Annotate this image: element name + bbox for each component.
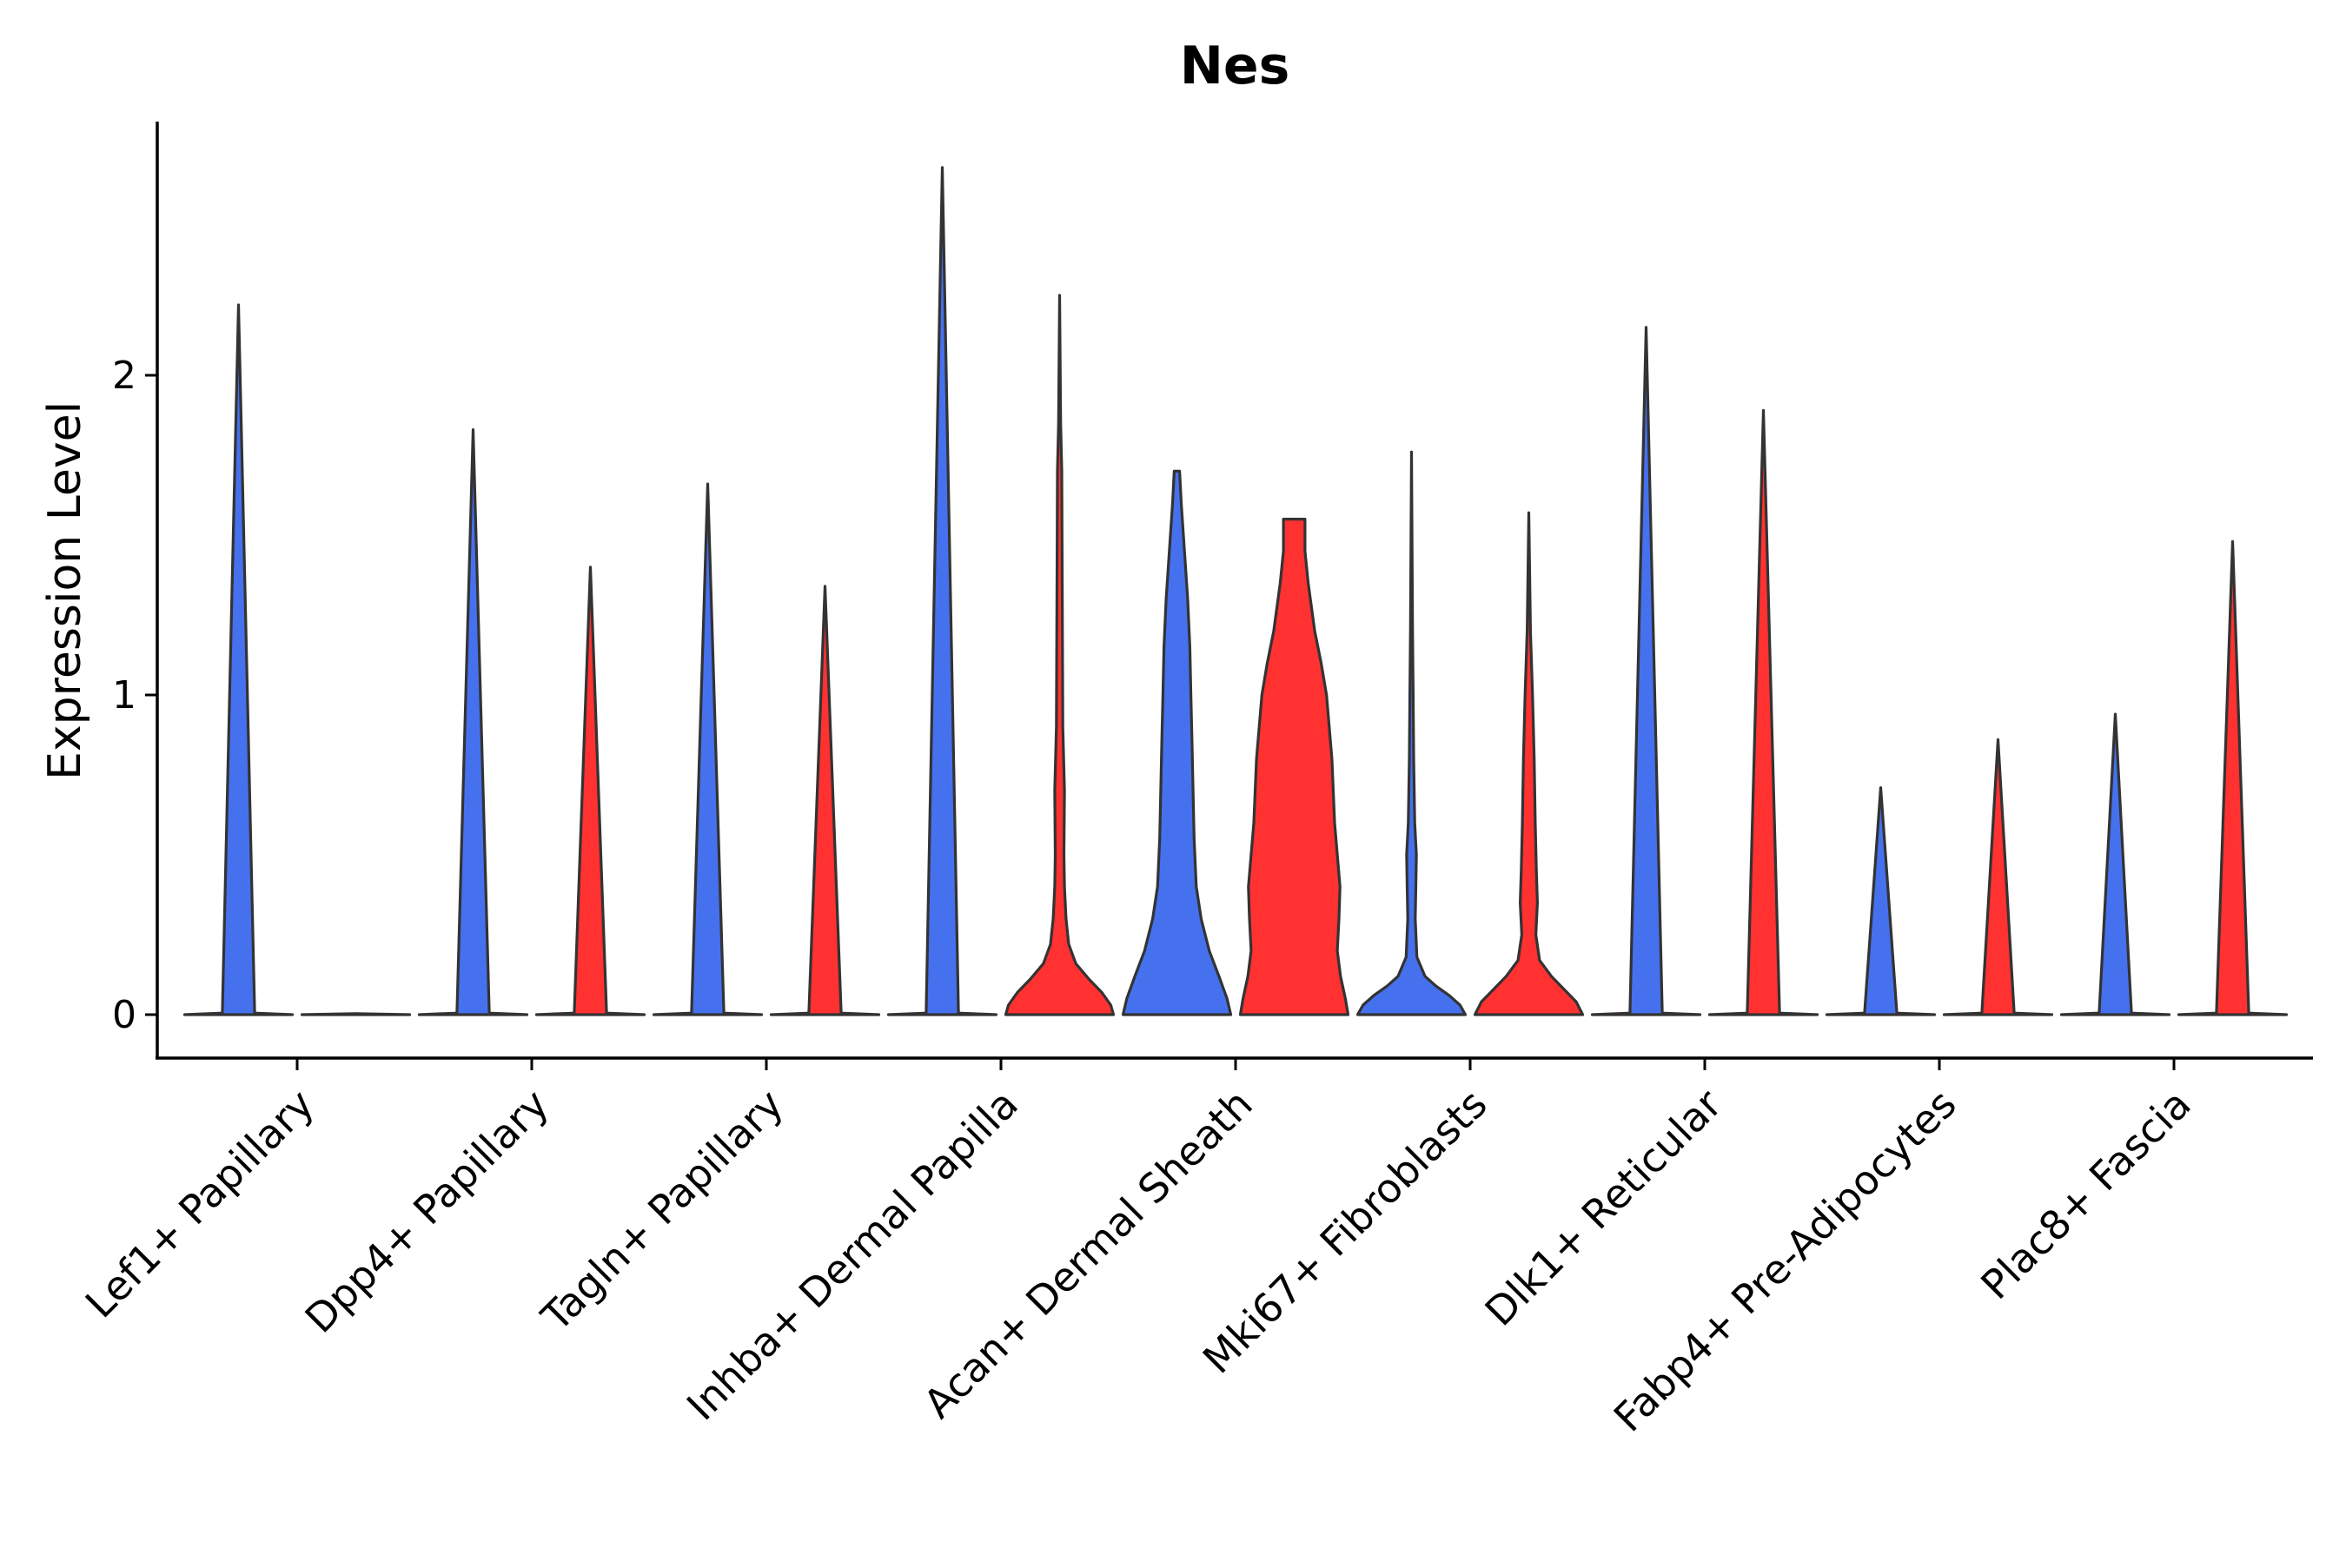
- violin-red-1: [534, 566, 646, 1016]
- y-axis-label: Expression Level: [39, 401, 91, 780]
- violin-blue-7: [1825, 786, 1937, 1016]
- violin-blue-2: [652, 482, 764, 1016]
- violin-blue-6: [1590, 326, 1702, 1016]
- y-tick-label: 2: [112, 354, 136, 398]
- violin-red-2: [769, 585, 881, 1016]
- x-tick-label: Lef1+ Papillary: [76, 1081, 323, 1327]
- chart-title: Nes: [1180, 36, 1290, 96]
- violin-blue-4: [1121, 469, 1233, 1016]
- violin-red-0: [300, 1012, 412, 1016]
- violin-red-8: [2177, 539, 2289, 1016]
- violin-red-3: [1004, 294, 1116, 1016]
- violin-red-4: [1238, 518, 1350, 1016]
- violin-blue-0: [182, 303, 295, 1016]
- violin-red-5: [1473, 511, 1585, 1016]
- violin-blue-8: [2059, 712, 2171, 1016]
- y-tick-label: 1: [112, 673, 136, 718]
- x-tick-label: Dpp4+ Papillary: [296, 1081, 558, 1342]
- violin-blue-3: [886, 166, 998, 1016]
- x-tick-label: Tagln+ Papillary: [532, 1081, 792, 1341]
- x-tick-label: Dlk1+ Reticular: [1476, 1081, 1731, 1335]
- y-tick-label: 0: [112, 993, 136, 1037]
- violins-layer: [182, 166, 2289, 1016]
- violin-blue-1: [417, 428, 529, 1016]
- violin-red-7: [1942, 738, 2054, 1016]
- violin-blue-5: [1355, 450, 1468, 1016]
- x-tick-label: Plac8+ Fascia: [1972, 1081, 2199, 1308]
- violin-red-6: [1707, 408, 1819, 1016]
